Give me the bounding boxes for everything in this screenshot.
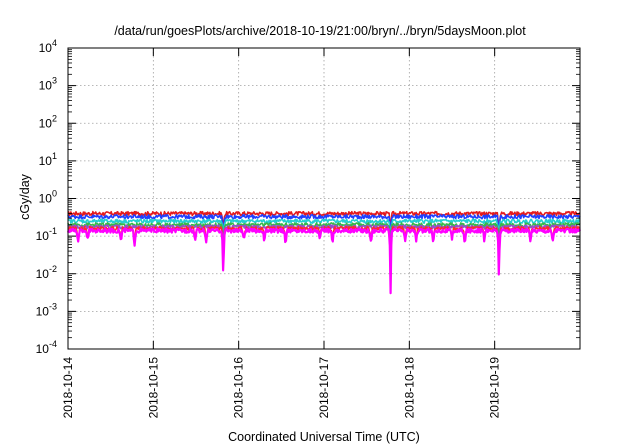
x-tick-labels: 2018-10-14 2018-10-15 2018-10-16 2018-10-17… bbox=[61, 357, 502, 419]
y-tick-label: 10-2 bbox=[36, 264, 57, 281]
x-tick-label: 2018-10-16 bbox=[232, 357, 246, 419]
series-layer bbox=[66, 210, 581, 295]
y-tick-label: 10-4 bbox=[36, 339, 57, 356]
y-tick-label: 10-1 bbox=[36, 226, 57, 243]
y-tick-label: 101 bbox=[39, 151, 57, 168]
axes-frame bbox=[67, 47, 581, 350]
x-tick-label: 2018-10-14 bbox=[61, 357, 75, 419]
x-tick-label: 2018-10-17 bbox=[317, 357, 331, 419]
series-line bbox=[67, 214, 581, 233]
x-axis-label: Coordinated Universal Time (UTC) bbox=[228, 430, 420, 444]
x-tick-label: 2018-10-19 bbox=[488, 357, 502, 419]
series-line bbox=[66, 227, 581, 295]
y-axis-label: cGy/day bbox=[18, 173, 32, 220]
y-tick-label: 10-3 bbox=[36, 301, 57, 318]
y-tick-label: 103 bbox=[39, 76, 57, 93]
series-line bbox=[67, 218, 581, 239]
x-tick-label: 2018-10-15 bbox=[146, 357, 160, 419]
y-tick-label: 102 bbox=[39, 113, 57, 130]
grid-lines bbox=[68, 48, 580, 349]
y-tick-label: 104 bbox=[39, 38, 57, 55]
y-tick-labels: 10-4 10-3 10-2 10-1 100 101 102 103 104 bbox=[36, 38, 57, 356]
x-tick-label: 2018-10-18 bbox=[402, 357, 416, 419]
plot-frame bbox=[67, 47, 581, 350]
y-tick-label: 100 bbox=[39, 189, 57, 206]
chart-title: /data/run/goesPlots/archive/2018-10-19/2… bbox=[114, 24, 526, 38]
